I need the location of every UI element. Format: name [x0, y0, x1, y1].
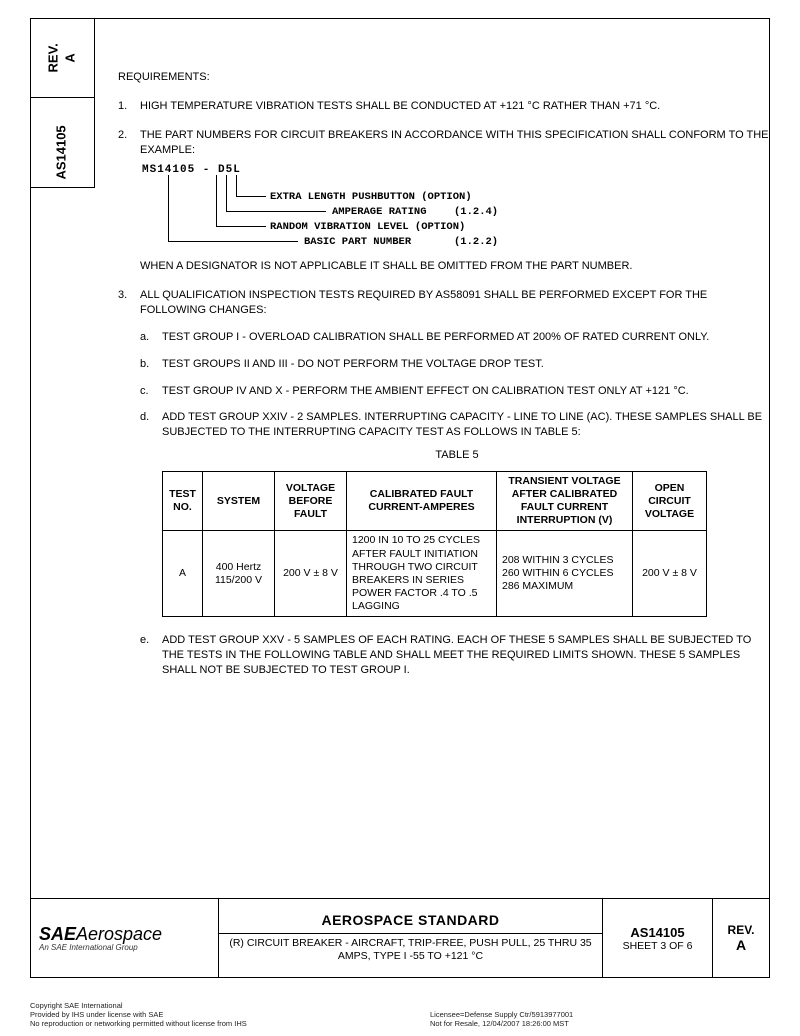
req-item-1: HIGH TEMPERATURE VIBRATION TESTS SHALL B…	[140, 99, 774, 114]
doc-type: AEROSPACE STANDARD	[321, 912, 499, 928]
t5-h3: VOLTAGE BEFORE FAULT	[275, 471, 347, 531]
t5-c3: 200 V ± 8 V	[275, 531, 347, 617]
req-item-2: THE PART NUMBERS FOR CIRCUIT BREAKERS IN…	[140, 128, 774, 158]
pn-label-2: AMPERAGE RATING	[332, 205, 427, 219]
side-tab-rev: REV.A	[30, 18, 94, 98]
pn-label-3: RANDOM VIBRATION LEVEL (OPTION)	[270, 220, 465, 234]
t5-h1: TEST NO.	[163, 471, 203, 531]
table-5-title: TABLE 5	[140, 448, 774, 463]
sub-letter: d.	[140, 410, 162, 440]
footer-spec-no: AS14105	[611, 925, 704, 940]
spec-number: AS14105	[54, 125, 71, 179]
t5-c4: 1200 IN 10 TO 25 CYCLES AFTER FAULT INIT…	[347, 531, 497, 617]
spec-cell: AS14105 SHEET 3 OF 6	[603, 899, 713, 977]
fp-l2: Provided by IHS under license with SAE	[30, 1010, 247, 1019]
requirements-heading: REQUIREMENTS:	[118, 70, 774, 85]
rev-cell: REV. A	[713, 899, 769, 977]
fp-r1: Licensee=Defense Supply Ctr/5913977001	[430, 1010, 573, 1019]
fp-l3: No reproduction or networking permitted …	[30, 1019, 247, 1028]
rev-letter: A	[63, 53, 78, 62]
t5-c1: A	[163, 531, 203, 617]
doc-subtitle: (R) CIRCUIT BREAKER - AIRCRAFT, TRIP-FRE…	[227, 937, 594, 963]
list-num: 3.	[118, 288, 140, 318]
fp-r2: Not for Resale, 12/04/2007 18:26:00 MST	[430, 1019, 573, 1028]
footer-rev-label: REV.	[721, 923, 761, 937]
t5-h2: SYSTEM	[203, 471, 275, 531]
fineprint-left: Copyright SAE International Provided by …	[30, 1001, 247, 1028]
pn-label-1: EXTRA LENGTH PUSHBUTTON (OPTION)	[270, 190, 472, 204]
t5-c2: 400 Hertz 115/200 V	[203, 531, 275, 617]
t5-c5: 208 WITHIN 3 CYCLES 260 WITHIN 6 CYCLES …	[497, 531, 633, 617]
sub-letter: e.	[140, 633, 162, 678]
sub-b: TEST GROUPS II AND III - DO NOT PERFORM …	[162, 357, 774, 372]
title-cell: AEROSPACE STANDARD (R) CIRCUIT BREAKER -…	[219, 899, 603, 977]
t5-c6: 200 V ± 8 V	[633, 531, 707, 617]
req-item-3: ALL QUALIFICATION INSPECTION TESTS REQUI…	[140, 288, 774, 318]
title-block: SAEAerospace An SAE International Group …	[30, 898, 770, 978]
brand-sub: An SAE International Group	[39, 943, 210, 952]
sub-letter: c.	[140, 384, 162, 399]
sub-e: ADD TEST GROUP XXV - 5 SAMPLES OF EACH R…	[162, 633, 774, 678]
footer-sheet: SHEET 3 OF 6	[611, 940, 704, 952]
list-num: 1.	[118, 99, 140, 114]
pn-label-4: BASIC PART NUMBER	[304, 235, 411, 249]
part-number-diagram: MS14105 - D5L EXTRA LENGTH PUSHBUTTON (O…	[142, 163, 774, 253]
side-tab-divider	[94, 18, 95, 188]
sub-a: TEST GROUP I - OVERLOAD CALIBRATION SHAL…	[162, 330, 774, 345]
brand-aero: Aerospace	[76, 924, 162, 944]
sub-d: ADD TEST GROUP XXIV - 2 SAMPLES. INTERRU…	[162, 410, 774, 440]
fp-l1: Copyright SAE International	[30, 1001, 247, 1010]
side-tab-spec: AS14105	[30, 118, 94, 188]
body-content: REQUIREMENTS: 1. HIGH TEMPERATURE VIBRAT…	[118, 70, 774, 692]
table-5: TEST NO. SYSTEM VOLTAGE BEFORE FAULT CAL…	[162, 471, 707, 617]
t5-h5: TRANSIENT VOLTAGE AFTER CALIBRATED FAULT…	[497, 471, 633, 531]
rev-label: REV.	[46, 43, 61, 72]
brand-sae: SAE	[39, 924, 76, 944]
sub-c: TEST GROUP IV AND X - PERFORM THE AMBIEN…	[162, 384, 774, 399]
sub-letter: b.	[140, 357, 162, 372]
req-item-2-after: WHEN A DESIGNATOR IS NOT APPLICABLE IT S…	[140, 259, 774, 274]
sae-logo-cell: SAEAerospace An SAE International Group	[31, 899, 219, 977]
fineprint-right: Licensee=Defense Supply Ctr/5913977001 N…	[430, 1010, 573, 1028]
footer-rev-letter: A	[721, 937, 761, 953]
list-num: 2.	[118, 128, 140, 158]
t5-h4: CALIBRATED FAULT CURRENT-AMPERES	[347, 471, 497, 531]
sub-letter: a.	[140, 330, 162, 345]
pn-ref-4: (1.2.2)	[454, 235, 498, 249]
pn-ref-2: (1.2.4)	[454, 205, 498, 219]
t5-h6: OPEN CIRCUIT VOLTAGE	[633, 471, 707, 531]
